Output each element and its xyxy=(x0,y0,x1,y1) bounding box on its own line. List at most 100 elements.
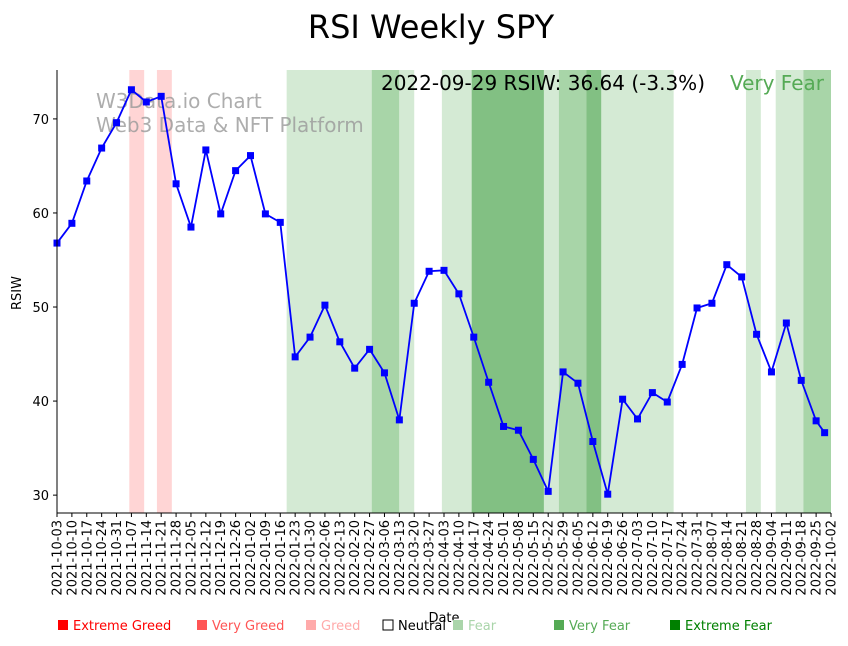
band-fear xyxy=(601,70,674,513)
x-tick-label: 2021-11-21 xyxy=(155,520,170,596)
x-tick-label: 2022-09-04 xyxy=(765,520,780,596)
data-point xyxy=(559,368,567,376)
x-tick-label: 2022-04-17 xyxy=(467,520,482,596)
x-tick-label: 2022-02-20 xyxy=(348,520,363,596)
x-tick-label: 2022-04-03 xyxy=(438,520,453,596)
x-tick-label: 2021-10-10 xyxy=(65,520,80,596)
band-extreme-fear xyxy=(471,70,544,513)
data-point xyxy=(98,144,106,152)
data-point xyxy=(336,338,344,346)
x-tick-label: 2022-05-08 xyxy=(512,520,527,596)
data-point xyxy=(767,368,775,376)
legend-swatch xyxy=(670,620,680,630)
data-point xyxy=(366,345,374,353)
data-point xyxy=(380,369,388,377)
y-axis-label: RSIW xyxy=(10,276,25,310)
legend-swatch xyxy=(306,620,316,630)
data-point xyxy=(812,417,820,425)
data-point xyxy=(68,219,76,227)
data-point xyxy=(172,180,180,188)
x-tick-label: 2022-10-02 xyxy=(825,520,840,596)
legend-item-neutral: Neutral xyxy=(382,619,446,634)
x-tick-label: 2022-09-11 xyxy=(780,520,795,596)
legend-item-very-greed: Very Greed xyxy=(197,619,284,634)
band-fear xyxy=(286,70,372,513)
x-tick-label: 2022-06-12 xyxy=(586,520,601,596)
data-point xyxy=(83,177,91,185)
data-point xyxy=(232,167,240,175)
axes: 30 40 50 60 70 2021-10-03 2021-10-10 2021-10-17… xyxy=(32,70,840,596)
data-point xyxy=(634,415,641,423)
x-tick-label: 2022-01-16 xyxy=(274,520,289,596)
data-point xyxy=(261,210,269,218)
data-point xyxy=(589,438,597,446)
data-point xyxy=(544,487,552,495)
data-point xyxy=(395,416,403,424)
legend-swatch xyxy=(554,620,564,630)
data-point xyxy=(723,261,731,269)
data-point xyxy=(648,389,656,397)
watermark-line-2: Web3 Data & NFT Platform xyxy=(96,113,364,137)
x-tick-label: 2022-02-06 xyxy=(318,520,333,596)
data-point xyxy=(529,455,537,463)
band-fear xyxy=(543,70,559,513)
x-tick-label: 2022-08-07 xyxy=(705,520,720,596)
x-tick-label: 2022-01-09 xyxy=(259,520,274,596)
x-tick-label: 2021-11-07 xyxy=(125,520,140,596)
latest-value-annotation: 2022-09-29 RSIW: 36.64 (-3.3%) xyxy=(381,71,705,95)
data-point xyxy=(753,330,761,338)
x-tick-label: 2022-07-03 xyxy=(631,520,646,596)
data-point xyxy=(321,301,329,309)
band-very-fear xyxy=(803,70,831,513)
x-tick-label: 2022-04-24 xyxy=(482,520,497,596)
x-tick-label: 2022-01-02 xyxy=(244,520,259,596)
x-tick-label: 2022-05-22 xyxy=(542,520,557,596)
data-point xyxy=(127,86,135,94)
x-tick-label: 2021-11-28 xyxy=(170,520,185,596)
data-point xyxy=(604,490,612,498)
x-tick-label: 2022-01-23 xyxy=(289,520,304,596)
data-point xyxy=(351,364,359,372)
x-tick-label: 2021-12-26 xyxy=(229,520,244,596)
legend-label: Fear xyxy=(468,619,497,634)
watermark-line-1: W3Data.io Chart xyxy=(96,89,262,113)
legend-item-very-fear: Very Fear xyxy=(554,619,631,634)
data-point xyxy=(157,92,165,100)
band-greed xyxy=(129,70,145,513)
data-point xyxy=(678,360,686,368)
legend-swatch xyxy=(197,620,207,630)
band-extreme-fear xyxy=(586,70,602,513)
x-tick-label: 2021-12-05 xyxy=(184,520,199,596)
data-point xyxy=(455,290,463,298)
data-point xyxy=(500,422,508,430)
x-tick-label: 2022-03-13 xyxy=(393,520,408,596)
data-point xyxy=(797,376,805,384)
legend-swatch xyxy=(58,620,68,630)
x-tick-label: 2022-05-01 xyxy=(497,520,512,596)
x-tick-label: 2022-01-30 xyxy=(304,520,319,596)
data-point xyxy=(663,398,671,406)
x-tick-label: 2022-04-10 xyxy=(452,520,467,596)
y-tick-label: 70 xyxy=(32,113,49,128)
x-tick-label: 2022-03-20 xyxy=(408,520,423,596)
legend-item-extreme-greed: Extreme Greed xyxy=(58,619,171,634)
data-point xyxy=(514,426,522,434)
latest-status-annotation: Very Fear xyxy=(730,71,825,95)
legend-swatch xyxy=(382,619,394,631)
x-tick-label: 2022-02-27 xyxy=(363,520,378,596)
data-point xyxy=(782,319,790,327)
chart-title: RSI Weekly SPY xyxy=(308,8,555,46)
x-tick-label: 2022-07-10 xyxy=(646,520,661,596)
x-tick-label: 2022-07-24 xyxy=(676,520,691,596)
x-tick-label: 2021-12-19 xyxy=(214,520,229,596)
series-line xyxy=(56,88,826,495)
legend: Extreme Greed Very Greed Greed Neutral Fear V… xyxy=(58,619,773,634)
data-point xyxy=(276,218,284,226)
x-tick-label: 2022-07-17 xyxy=(661,520,676,596)
x-tick-label: 2022-03-06 xyxy=(378,520,393,596)
y-tick-label: 60 xyxy=(32,207,49,222)
x-tick-label: 2022-09-25 xyxy=(810,520,825,596)
data-point xyxy=(440,266,448,274)
data-point xyxy=(142,98,150,106)
x-tick-label: 2022-07-31 xyxy=(691,520,706,596)
